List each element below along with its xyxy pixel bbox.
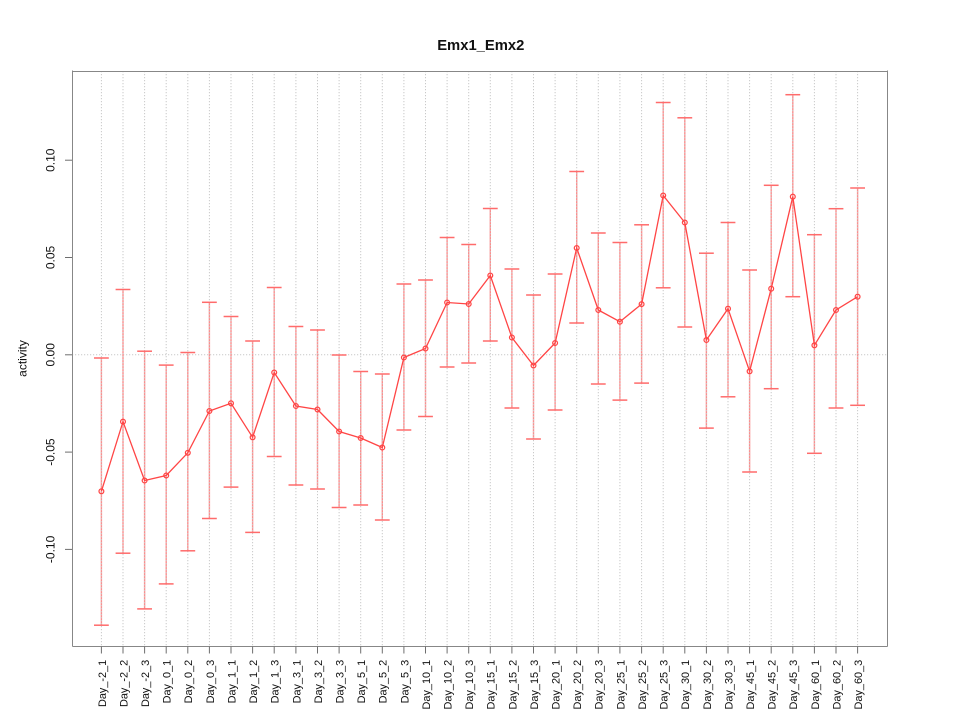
svg-text:Day_45_2: Day_45_2 xyxy=(767,660,779,710)
svg-text:Day_25_1: Day_25_1 xyxy=(615,660,627,710)
svg-text:Day_20_3: Day_20_3 xyxy=(594,660,606,710)
svg-text:Day_60_2: Day_60_2 xyxy=(831,660,843,710)
svg-text:Day_5_2: Day_5_2 xyxy=(378,660,390,704)
svg-text:Day_60_3: Day_60_3 xyxy=(853,660,865,710)
svg-text:Day_30_1: Day_30_1 xyxy=(680,660,692,710)
svg-text:Day_10_3: Day_10_3 xyxy=(464,660,476,710)
svg-text:Day_1_1: Day_1_1 xyxy=(226,660,238,704)
svg-text:Day_15_1: Day_15_1 xyxy=(486,660,498,710)
svg-text:Day_-2_1: Day_-2_1 xyxy=(97,660,109,707)
svg-text:activity: activity xyxy=(16,340,30,377)
svg-text:Emx1_Emx2: Emx1_Emx2 xyxy=(437,38,524,54)
svg-text:0.05: 0.05 xyxy=(44,245,58,269)
svg-text:-0.10: -0.10 xyxy=(44,535,58,563)
svg-text:Day_3_1: Day_3_1 xyxy=(291,660,303,704)
svg-text:-0.05: -0.05 xyxy=(44,438,58,466)
svg-text:Day_1_3: Day_1_3 xyxy=(270,660,282,704)
svg-text:Day_0_1: Day_0_1 xyxy=(162,660,174,704)
svg-text:Day_10_1: Day_10_1 xyxy=(421,660,433,710)
svg-text:Day_-2_2: Day_-2_2 xyxy=(118,660,130,707)
svg-text:Day_1_2: Day_1_2 xyxy=(248,660,260,704)
svg-text:Day_15_2: Day_15_2 xyxy=(507,660,519,710)
svg-text:Day_45_3: Day_45_3 xyxy=(788,660,800,710)
svg-text:Day_3_3: Day_3_3 xyxy=(335,660,347,704)
svg-text:Day_20_1: Day_20_1 xyxy=(551,660,563,710)
svg-text:Day_3_2: Day_3_2 xyxy=(313,660,325,704)
svg-text:Day_0_2: Day_0_2 xyxy=(183,660,195,704)
svg-text:Day_25_3: Day_25_3 xyxy=(659,660,671,710)
svg-text:Day_45_1: Day_45_1 xyxy=(745,660,757,710)
svg-text:Day_-2_3: Day_-2_3 xyxy=(140,660,152,707)
svg-text:Day_5_1: Day_5_1 xyxy=(356,660,368,704)
svg-text:Day_15_3: Day_15_3 xyxy=(529,660,541,710)
svg-text:0.00: 0.00 xyxy=(44,343,58,367)
svg-text:Day_30_3: Day_30_3 xyxy=(723,660,735,710)
svg-text:Day_25_2: Day_25_2 xyxy=(637,660,649,710)
svg-text:0.10: 0.10 xyxy=(44,148,58,172)
svg-text:Day_5_3: Day_5_3 xyxy=(399,660,411,704)
svg-text:Day_20_2: Day_20_2 xyxy=(572,660,584,710)
svg-text:Day_10_2: Day_10_2 xyxy=(443,660,455,710)
svg-text:Day_60_1: Day_60_1 xyxy=(810,660,822,710)
svg-text:Day_30_2: Day_30_2 xyxy=(702,660,714,710)
svg-text:Day_0_3: Day_0_3 xyxy=(205,660,217,704)
